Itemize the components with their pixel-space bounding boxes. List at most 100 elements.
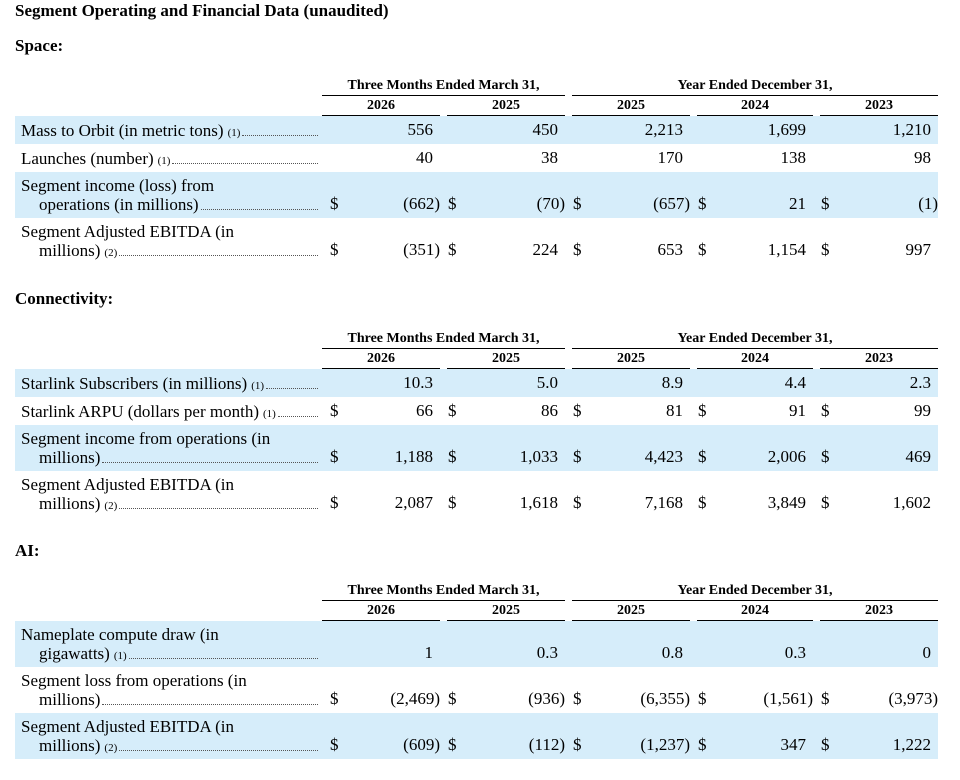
currency: $ xyxy=(573,240,582,259)
value: 997 xyxy=(905,240,932,259)
data-table: Three Months Ended March 31, Year Ended D… xyxy=(15,582,939,759)
label-line: millions) xyxy=(21,448,322,467)
value: 4.4 xyxy=(715,369,813,397)
value: 469 xyxy=(838,425,939,471)
year-header: 2024 xyxy=(697,349,813,369)
currency: $ xyxy=(448,401,457,420)
year-header: 2025 xyxy=(572,601,690,621)
dot-leader xyxy=(200,209,318,210)
dot-leader xyxy=(102,704,318,705)
value: 556 xyxy=(345,116,440,144)
currency: $ xyxy=(698,401,707,420)
value: 1,222 xyxy=(838,713,939,759)
section-heading: Connectivity: xyxy=(15,289,114,308)
year-cell: 2024 xyxy=(690,96,813,116)
value: (657) xyxy=(590,172,690,218)
value: (3,973) xyxy=(888,689,939,708)
currency: $ xyxy=(821,240,830,259)
spacer xyxy=(322,621,345,667)
label-line: Segment Adjusted EBITDA (in xyxy=(21,475,322,494)
year-cell: 2025 xyxy=(440,349,565,369)
label-line: millions) (2) xyxy=(21,736,322,755)
year-cell: 2025 xyxy=(565,601,690,621)
value: (6,355) xyxy=(640,689,690,708)
value: 1,618 xyxy=(519,493,558,512)
section: Connectivity: Three Months Ended March 31… xyxy=(0,288,960,517)
row-label: Mass to Orbit (in metric tons) (1) xyxy=(15,116,322,144)
value: 3,849 xyxy=(767,493,806,512)
spacer xyxy=(813,621,838,667)
currency: $ xyxy=(322,713,345,759)
value: 2.3 xyxy=(838,369,939,397)
value: 1,699 xyxy=(715,116,813,144)
row-label: Segment income (loss) from operations (in… xyxy=(15,172,322,218)
label-text: Starlink Subscribers (in millions) xyxy=(21,374,248,393)
label-line: millions) (2) xyxy=(21,494,322,513)
label-text: Segment Adjusted EBITDA (in xyxy=(21,475,234,494)
data-table: Three Months Ended March 31, Year Ended D… xyxy=(15,330,939,517)
currency: $ xyxy=(821,493,830,512)
currency: $ xyxy=(448,689,457,708)
label-text: Segment income (loss) from xyxy=(21,176,215,195)
table-row: Launches (number) (1) 40 38 170 138 98 xyxy=(15,144,938,172)
value: 224 xyxy=(532,240,559,259)
period-cell: Year Ended December 31, xyxy=(565,330,939,349)
year-cell: 2026 xyxy=(322,601,440,621)
label-line: Segment income from operations (in xyxy=(21,429,322,448)
spacer xyxy=(813,369,838,397)
currency: $ xyxy=(565,713,590,759)
spacer xyxy=(813,116,838,144)
period-cell: Year Ended December 31, xyxy=(565,582,939,601)
value: 91 xyxy=(789,401,806,420)
spacer xyxy=(15,601,322,621)
label-line: Segment Adjusted EBITDA (in xyxy=(21,717,322,736)
currency: $ xyxy=(565,172,590,218)
row-label: Segment Adjusted EBITDA (in millions) (2) xyxy=(15,471,322,517)
data-table: Three Months Ended March 31, Year Ended D… xyxy=(15,77,939,264)
currency: $ xyxy=(821,689,830,708)
spacer xyxy=(565,116,590,144)
label-text: gigawatts) xyxy=(39,644,110,663)
year-header: 2025 xyxy=(447,349,565,369)
label-text: millions) xyxy=(39,241,101,260)
row-label: Starlink ARPU (dollars per month) (1) xyxy=(15,397,322,425)
spacer xyxy=(565,621,590,667)
value: 1,188 xyxy=(345,425,440,471)
value: (936) xyxy=(528,689,565,708)
value: 10.3 xyxy=(345,369,440,397)
section-heading: AI: xyxy=(15,541,40,560)
label-text: operations (in millions) xyxy=(39,195,199,214)
row-label: Segment Adjusted EBITDA (in millions) (2) xyxy=(15,713,322,759)
year-header: 2024 xyxy=(697,96,813,116)
row-label: Launches (number) (1) xyxy=(15,144,322,172)
year-header: 2023 xyxy=(820,349,939,369)
spacer xyxy=(440,144,465,172)
value: 2,006 xyxy=(715,425,813,471)
dot-leader xyxy=(242,135,318,136)
year-header: 2026 xyxy=(322,96,440,116)
spacer xyxy=(690,369,715,397)
label-line: Starlink ARPU (dollars per month) (1) xyxy=(21,402,322,421)
spacer xyxy=(565,369,590,397)
value: 40 xyxy=(416,148,433,167)
label-line: Launches (number) (1) xyxy=(21,149,322,168)
currency: $ xyxy=(698,689,707,708)
value: (609) xyxy=(345,713,440,759)
year-cell: 2025 xyxy=(565,349,690,369)
row-label: Segment income from operations (in millio… xyxy=(15,425,322,471)
year-header: 2025 xyxy=(447,96,565,116)
label-text: millions) xyxy=(39,448,101,467)
period-header: Three Months Ended March 31, xyxy=(322,77,565,96)
period-header: Year Ended December 31, xyxy=(572,330,939,349)
spacer xyxy=(15,582,322,601)
year-header: 2026 xyxy=(322,601,440,621)
value: 5.0 xyxy=(465,369,565,397)
label-text: Segment loss from operations (in xyxy=(21,671,247,690)
value: (2,469) xyxy=(390,689,440,708)
value: 170 xyxy=(657,148,684,167)
value: (351) xyxy=(403,240,440,259)
value: (70) xyxy=(465,172,565,218)
year-header-row: 2026 2025 2025 2024 2023 xyxy=(15,601,939,621)
table-row: Starlink Subscribers (in millions) (1) 10.… xyxy=(15,369,939,397)
